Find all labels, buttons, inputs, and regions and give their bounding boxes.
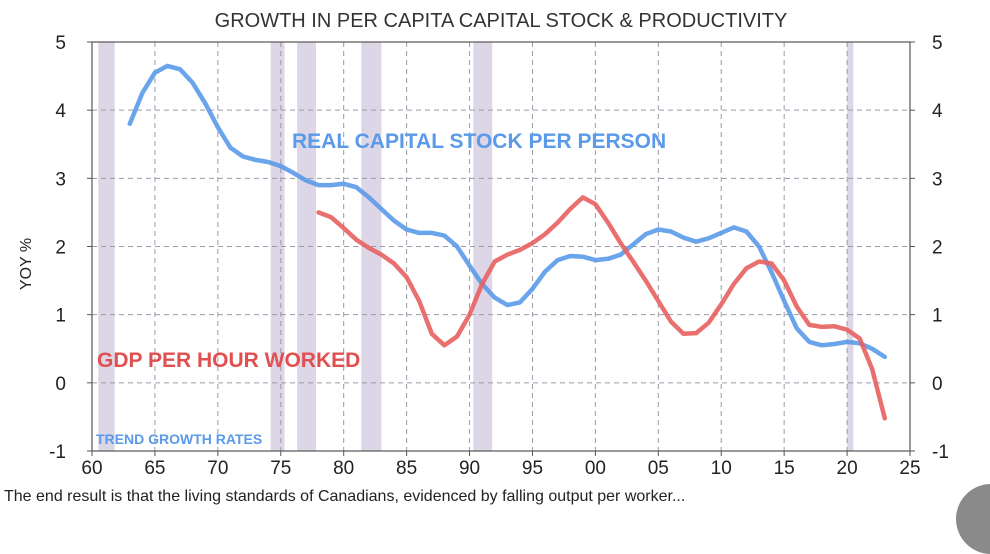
- y-tick-label-right--1: -1: [932, 442, 949, 463]
- x-tick-label-75: 75: [270, 458, 291, 479]
- y-axis-label: YOY %: [18, 238, 35, 290]
- y-tick-label-right-0: 0: [932, 374, 943, 395]
- corner-button[interactable]: [956, 484, 990, 554]
- y-tick-label-right-2: 2: [932, 238, 943, 259]
- x-tick-label-25: 25: [899, 458, 920, 479]
- y-tick-label-left-1: 1: [55, 306, 66, 327]
- x-tick-label-10: 10: [711, 458, 732, 479]
- x-tick-label-80: 80: [333, 458, 354, 479]
- x-tick-label-00: 00: [585, 458, 606, 479]
- y-tick-label-right-4: 4: [932, 101, 943, 122]
- y-tick-labels-left: -1 0 1 2 3 4 5: [49, 33, 66, 463]
- x-tick-label-60: 60: [81, 458, 102, 479]
- x-tick-label-65: 65: [144, 458, 165, 479]
- gridlines: [92, 42, 910, 451]
- y-tick-label-left-5: 5: [55, 33, 66, 54]
- series-lines: [127, 63, 888, 421]
- y-tick-label-left-0: 0: [55, 374, 66, 395]
- y-tick-label-left-3: 3: [55, 169, 66, 190]
- y-tick-label-left-4: 4: [55, 101, 66, 122]
- x-tick-label-70: 70: [207, 458, 228, 479]
- x-tick-label-20: 20: [837, 458, 858, 479]
- y-tick-label-right-1: 1: [932, 306, 943, 327]
- x-tick-label-15: 15: [774, 458, 795, 479]
- recession-band-2: [297, 42, 317, 451]
- caption-text: The end result is that the living standa…: [4, 488, 686, 505]
- y-tick-label-right-3: 3: [932, 169, 943, 190]
- x-tick-label-85: 85: [396, 458, 417, 479]
- series-label-gdp-per-hour: GDP PER HOUR WORKED: [97, 349, 360, 372]
- recession-band-0: [98, 42, 115, 451]
- y-tick-labels-right: -1 0 1 2 3 4 5: [932, 33, 949, 463]
- x-tick-labels: 60 65 70 75 80 85 90 95 00 05 10 15 20 25: [81, 458, 920, 479]
- chart-title: GROWTH IN PER CAPITA CAPITAL STOCK & PRO…: [215, 10, 788, 32]
- x-tick-label-95: 95: [522, 458, 543, 479]
- tick-marks: [87, 41, 915, 456]
- y-tick-label-right-5: 5: [932, 33, 943, 54]
- y-tick-label-left--1: -1: [49, 442, 66, 463]
- y-tick-label-left-2: 2: [55, 238, 66, 259]
- trend-growth-annotation: TREND GROWTH RATES: [96, 431, 262, 447]
- series-line-1: [316, 195, 888, 421]
- x-tick-label-05: 05: [648, 458, 669, 479]
- series-label-capital-stock: REAL CAPITAL STOCK PER PERSON: [292, 130, 666, 153]
- x-tick-label-90: 90: [459, 458, 480, 479]
- series-line-0: [127, 63, 888, 360]
